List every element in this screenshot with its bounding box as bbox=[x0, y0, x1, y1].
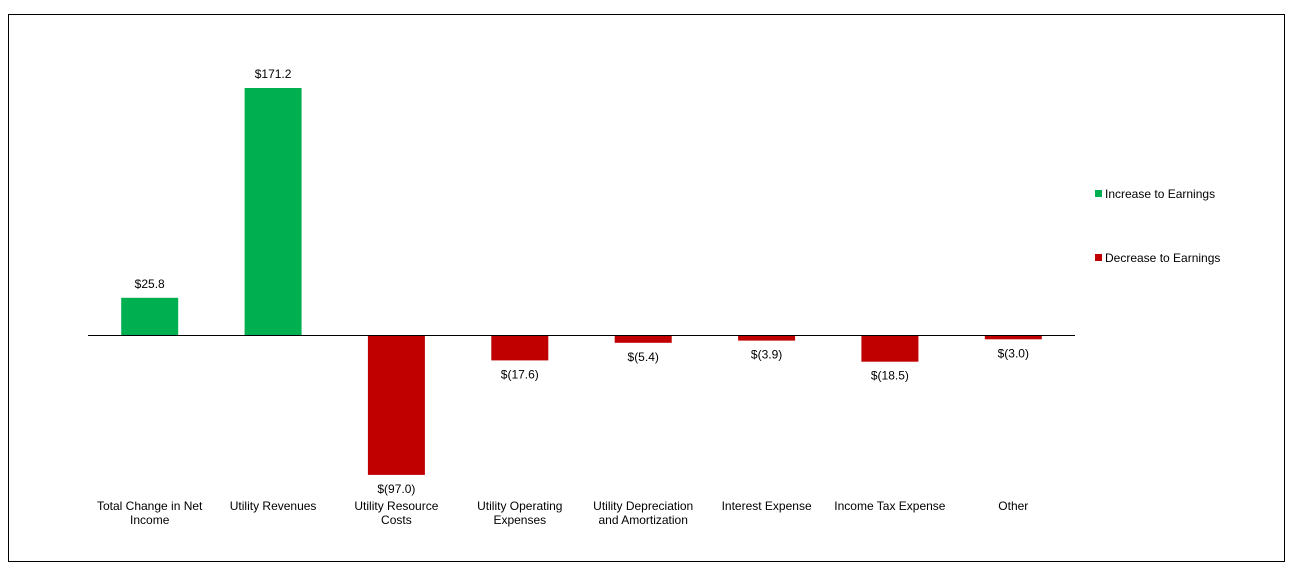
category-label-other: Other bbox=[998, 499, 1028, 513]
bar-utility-operating-expenses bbox=[491, 335, 549, 361]
bar-income-tax-expense bbox=[861, 335, 919, 362]
bar-utility-depreciation-and-amortization bbox=[614, 335, 672, 343]
bar-total-change-in-net-income bbox=[121, 297, 179, 335]
value-label-income-tax-expense: $(18.5) bbox=[871, 369, 909, 383]
bars-group bbox=[121, 88, 1042, 475]
value-labels-group: $25.8 $171.2 $(97.0) $(17.6) $(5.4) $(3.9) $(1… bbox=[135, 67, 1029, 496]
legend-swatch-decrease-to-earnings bbox=[1095, 254, 1102, 261]
value-label-utility-resource-costs: $(97.0) bbox=[377, 482, 415, 496]
category-label-interest-expense: Interest Expense bbox=[722, 499, 812, 513]
bar-utility-resource-costs bbox=[367, 335, 425, 475]
category-label-utility-depreciation-and-amortization-line-1: Utility Depreciation bbox=[593, 499, 693, 513]
legend-label-decrease-to-earnings: Decrease to Earnings bbox=[1105, 251, 1220, 265]
category-label-utility-operating-expenses-line-2: Expenses bbox=[493, 513, 546, 527]
legend-label-increase-to-earnings: Increase to Earnings bbox=[1105, 187, 1215, 201]
value-label-utility-depreciation-and-amortization: $(5.4) bbox=[628, 350, 659, 364]
value-label-other: $(3.0) bbox=[998, 346, 1029, 360]
legend-swatch-increase-to-earnings bbox=[1095, 190, 1102, 197]
chart-frame bbox=[8, 14, 1285, 562]
category-label-utility-operating-expenses-line-1: Utility Operating bbox=[477, 499, 562, 513]
category-label-utility-revenues: Utility Revenues bbox=[230, 499, 317, 513]
category-label-income-tax-expense: Income Tax Expense bbox=[834, 499, 946, 513]
legend: Increase to Earnings Decrease to Earnings bbox=[1095, 187, 1220, 265]
category-label-utility-depreciation-and-amortization-line-2: and Amortization bbox=[599, 513, 688, 527]
bar-interest-expense bbox=[738, 335, 796, 341]
bar-utility-revenues bbox=[244, 88, 302, 335]
value-label-interest-expense: $(3.9) bbox=[751, 348, 782, 362]
value-label-total-change-in-net-income: $25.8 bbox=[135, 277, 165, 291]
category-label-utility-resource-costs-line-1: Utility Resource bbox=[354, 499, 438, 513]
bar-other bbox=[984, 335, 1042, 340]
category-label-total-change-in-net-income-line-1: Total Change in Net bbox=[97, 499, 203, 513]
category-label-total-change-in-net-income-line-2: Income bbox=[130, 513, 170, 527]
value-label-utility-revenues: $171.2 bbox=[255, 67, 292, 81]
value-label-utility-operating-expenses: $(17.6) bbox=[501, 367, 539, 381]
category-label-utility-resource-costs-line-2: Costs bbox=[381, 513, 412, 527]
